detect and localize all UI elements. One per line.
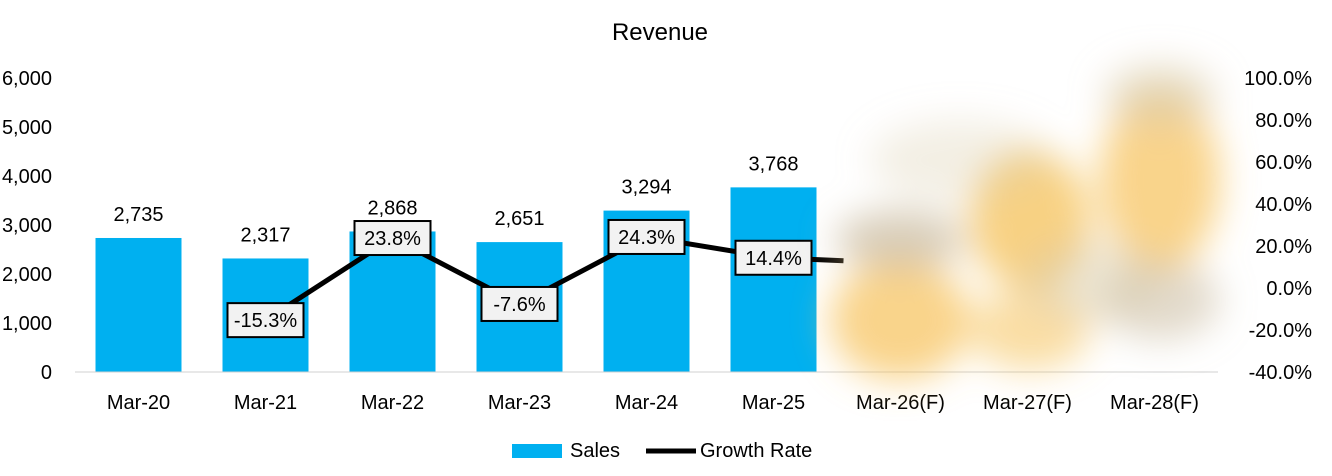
growth-line-series: -15.3% 23.8% -7.6% 24.3% 14.4% <box>226 218 844 339</box>
left-tick-label: 6,000 <box>2 68 52 90</box>
growth-data-label: 23.8% <box>364 228 421 250</box>
sales-data-label: 2,868 <box>367 197 417 219</box>
blurred-forecast-region <box>830 65 1220 380</box>
right-tick-label: -20.0% <box>1249 320 1313 342</box>
left-tick-label: 5,000 <box>2 117 52 139</box>
right-tick-label: 20.0% <box>1255 236 1312 258</box>
left-tick-label: 4,000 <box>2 166 52 188</box>
growth-data-label: -7.6% <box>493 294 545 316</box>
sales-bar <box>730 187 817 372</box>
bar-series: 2,735 2,317 2,868 2,651 3,294 3,768 <box>95 153 817 372</box>
legend-growth-label: Growth Rate <box>700 440 812 462</box>
left-tick-label: 2,000 <box>2 264 52 286</box>
right-tick-label: -40.0% <box>1249 362 1313 384</box>
right-tick-label: 100.0% <box>1244 68 1312 90</box>
growth-label-box <box>480 285 559 322</box>
sales-data-label: 2,735 <box>113 204 163 226</box>
right-tick-label: 80.0% <box>1255 110 1312 132</box>
sales-data-label: 3,768 <box>748 153 798 175</box>
blur-blob <box>1020 240 1160 320</box>
right-tick-label: 40.0% <box>1255 194 1312 216</box>
sales-data-label: 3,294 <box>621 177 671 199</box>
blur-blobs <box>830 65 1220 380</box>
legend: Sales Growth Rate <box>512 440 812 462</box>
x-tick-label: Mar-21 <box>234 392 297 414</box>
right-axis: -40.0% -20.0% 0.0% 20.0% 40.0% 60.0% 80.0% 100.… <box>1244 68 1312 384</box>
legend-sales-label: Sales <box>570 440 620 462</box>
chart-title: Revenue <box>612 19 708 46</box>
growth-label-box <box>734 239 813 276</box>
x-tick-label: Mar-24 <box>615 392 678 414</box>
right-tick-label: 0.0% <box>1266 278 1312 300</box>
x-tick-label: Mar-22 <box>361 392 424 414</box>
growth-data-label: 14.4% <box>745 248 802 270</box>
growth-label-box <box>353 220 432 257</box>
left-axis: 0 1,000 2,000 3,000 4,000 5,000 6,000 <box>2 68 52 384</box>
sales-data-label: 2,651 <box>494 208 544 230</box>
x-tick-label: Mar-23 <box>488 392 551 414</box>
growth-data-label: -15.3% <box>234 310 298 332</box>
left-tick-label: 3,000 <box>2 215 52 237</box>
blur-blob <box>870 120 1050 200</box>
x-axis-labels: Mar-20 Mar-21 Mar-22 Mar-23 Mar-24 Mar-25 Mar-… <box>107 392 1199 414</box>
sales-bar <box>95 237 182 372</box>
legend-sales-swatch <box>512 444 562 458</box>
blur-blob <box>1105 65 1215 125</box>
growth-label-box <box>226 302 305 339</box>
sales-data-label: 2,317 <box>240 224 290 246</box>
left-tick-label: 1,000 <box>2 313 52 335</box>
blur-blob <box>830 260 970 380</box>
x-tick-label: Mar-26(F) <box>856 392 945 414</box>
blur-blob <box>835 210 965 270</box>
left-tick-label: 0 <box>41 362 52 384</box>
growth-data-label: 24.3% <box>618 227 675 249</box>
x-tick-label: Mar-20 <box>107 392 170 414</box>
right-tick-label: 60.0% <box>1255 152 1312 174</box>
blur-blob <box>1100 90 1220 270</box>
x-tick-label: Mar-28(F) <box>1110 392 1199 414</box>
x-tick-label: Mar-27(F) <box>983 392 1072 414</box>
growth-label-box <box>607 218 686 255</box>
x-tick-label: Mar-25 <box>742 392 805 414</box>
